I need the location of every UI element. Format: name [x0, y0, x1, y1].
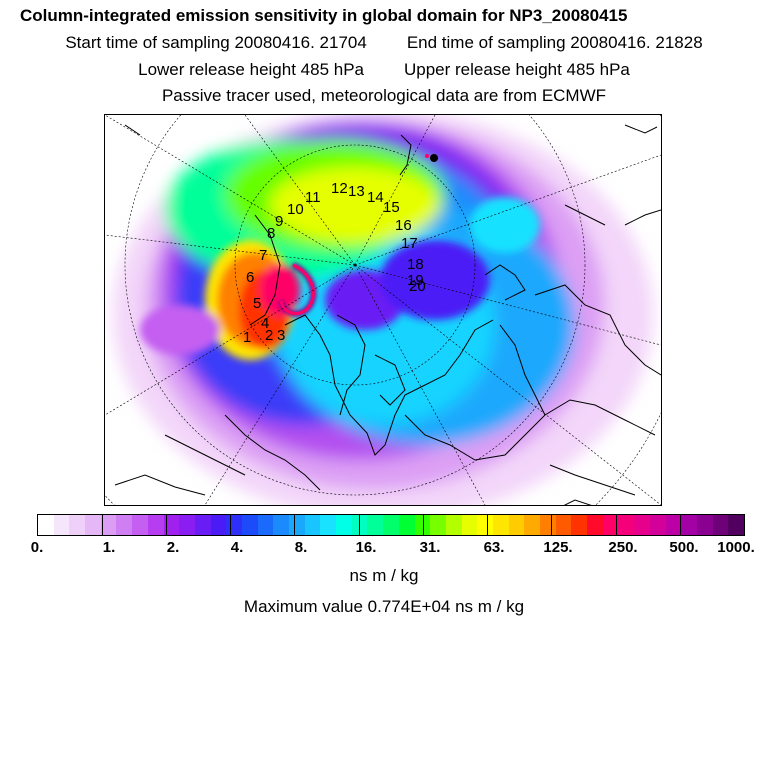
- emission-sensitivity-map: 1 2 3 4 5 6 7 8 9 10 11 12 13 14 15 16 1…: [104, 114, 662, 506]
- colorbar-segment: [383, 515, 399, 535]
- trajectory-label: 11: [305, 189, 321, 206]
- colorbar-segment: [116, 515, 133, 535]
- colorbar-segment: [649, 515, 666, 535]
- sampling-times: Start time of sampling 20080416. 21704 En…: [0, 33, 768, 53]
- colorbar-segment: [414, 515, 431, 535]
- small-features: [425, 154, 438, 162]
- colorbar-tick-label: 500.: [669, 539, 699, 556]
- upper-release-label: Upper release height 485 hPa: [404, 60, 630, 79]
- colorbar-segment: [696, 515, 713, 535]
- lower-release-label: Lower release height 485 hPa: [138, 60, 364, 79]
- trajectory-label: 12: [331, 180, 348, 197]
- plot-title: Column-integrated emission sensitivity i…: [20, 6, 628, 25]
- colorbar-segment: [712, 515, 729, 535]
- colorbar-tick-label: 0.: [30, 539, 44, 556]
- release-heights: Lower release height 485 hPa Upper releas…: [0, 60, 768, 80]
- colorbar-tick-label: 125.: [543, 539, 573, 556]
- tracer-info: Passive tracer used, meteorological data…: [161, 86, 607, 105]
- colorbar-segment: [320, 515, 337, 535]
- colorbar-segment: [430, 515, 446, 535]
- colorbar-segment: [587, 515, 603, 535]
- colorbar-segment: [477, 515, 493, 535]
- colorbar-segment: [53, 515, 70, 535]
- colorbar-segment: [257, 515, 274, 535]
- colorbar-segment: [571, 515, 588, 535]
- colorbar-segment: [524, 515, 540, 535]
- colorbar-segment: [85, 515, 101, 535]
- start-time-label: Start time of sampling 20080416. 21704: [65, 33, 367, 52]
- colorbar-segment: [241, 515, 258, 535]
- colorbar: [37, 514, 745, 536]
- colorbar-segment: [210, 515, 227, 535]
- colorbar-ticks: 0. 1. 2. 4. 8. 16. 31. 63. 125. 250. 500…: [0, 514, 768, 560]
- colorbar-tick-label: 1.: [102, 539, 116, 556]
- colorbar-segment: [540, 515, 556, 535]
- trajectory-label: 9: [275, 213, 283, 230]
- colorbar-segment: [681, 515, 697, 535]
- colorbar-segment: [367, 515, 384, 535]
- trajectory-label: 20: [409, 278, 426, 295]
- map-gridlines: [105, 115, 661, 505]
- trajectory-label: 14: [367, 189, 384, 206]
- trajectory-label: 7: [259, 247, 267, 264]
- colorbar-tick-label: 250.: [608, 539, 638, 556]
- trajectory-label: 10: [287, 201, 304, 218]
- colorbar-segment: [226, 515, 242, 535]
- colorbar-tick-label: 1000.: [717, 539, 755, 556]
- colorbar-segment: [273, 515, 289, 535]
- trajectory-label: 15: [383, 199, 400, 216]
- colorbar-tick-label: 63.: [483, 539, 505, 556]
- colorbar-segment: [555, 515, 572, 535]
- trajectory-label: 17: [401, 235, 418, 252]
- trajectory-label: 3: [277, 327, 285, 344]
- coastlines: [114, 124, 661, 505]
- colorbar-tick-label: 31.: [419, 539, 441, 556]
- colorbar-tick-label: 16.: [355, 539, 377, 556]
- colorbar-segment: [304, 515, 321, 535]
- colorbar-segment: [336, 515, 352, 535]
- colorbar-segment: [289, 515, 305, 535]
- colorbar-segment: [728, 515, 744, 535]
- colorbar-tick-label: 2.: [166, 539, 180, 556]
- trajectory-labels: 1 2 3 4 5 6 7 8 9 10 11 12 13 14 15 16 1…: [243, 180, 426, 346]
- colorbar-tick-label: 4.: [230, 539, 244, 556]
- colorbar-segment: [69, 515, 86, 535]
- trajectory-label: 18: [407, 256, 424, 273]
- maximum-value-label: Maximum value 0.774E+04 ns m / kg: [243, 597, 525, 616]
- colorbar-segment: [602, 515, 619, 535]
- colorbar-tick-label: 8.: [294, 539, 308, 556]
- trajectory-label: 6: [246, 269, 254, 286]
- colorbar-segment: [665, 515, 682, 535]
- colorbar-segment: [163, 515, 180, 535]
- trajectory-label: 2: [265, 327, 273, 344]
- trajectory-label: 19: [407, 272, 424, 289]
- colorbar-segment: [194, 515, 211, 535]
- colorbar-segment: [445, 515, 462, 535]
- colorbar-segment: [634, 515, 650, 535]
- trajectory-label: 4: [261, 315, 269, 332]
- colorbar-segment: [38, 515, 54, 535]
- trajectory-label: 16: [395, 217, 412, 234]
- trajectory-label: 13: [348, 183, 365, 200]
- colorbar-segment: [461, 515, 478, 535]
- colorbar-units: ns m / kg: [349, 566, 419, 585]
- trajectory-label: 5: [253, 295, 261, 312]
- colorbar-segment: [132, 515, 148, 535]
- colorbar-segment: [179, 515, 195, 535]
- end-time-label: End time of sampling 20080416. 21828: [406, 33, 703, 52]
- colorbar-segment: [398, 515, 415, 535]
- colorbar-segment: [147, 515, 164, 535]
- colorbar-segment: [508, 515, 525, 535]
- colorbar-segment: [100, 515, 117, 535]
- trajectory-label: 1: [243, 329, 251, 346]
- colorbar-segment: [492, 515, 509, 535]
- trajectory-label: 8: [267, 225, 275, 242]
- colorbar-segment: [618, 515, 635, 535]
